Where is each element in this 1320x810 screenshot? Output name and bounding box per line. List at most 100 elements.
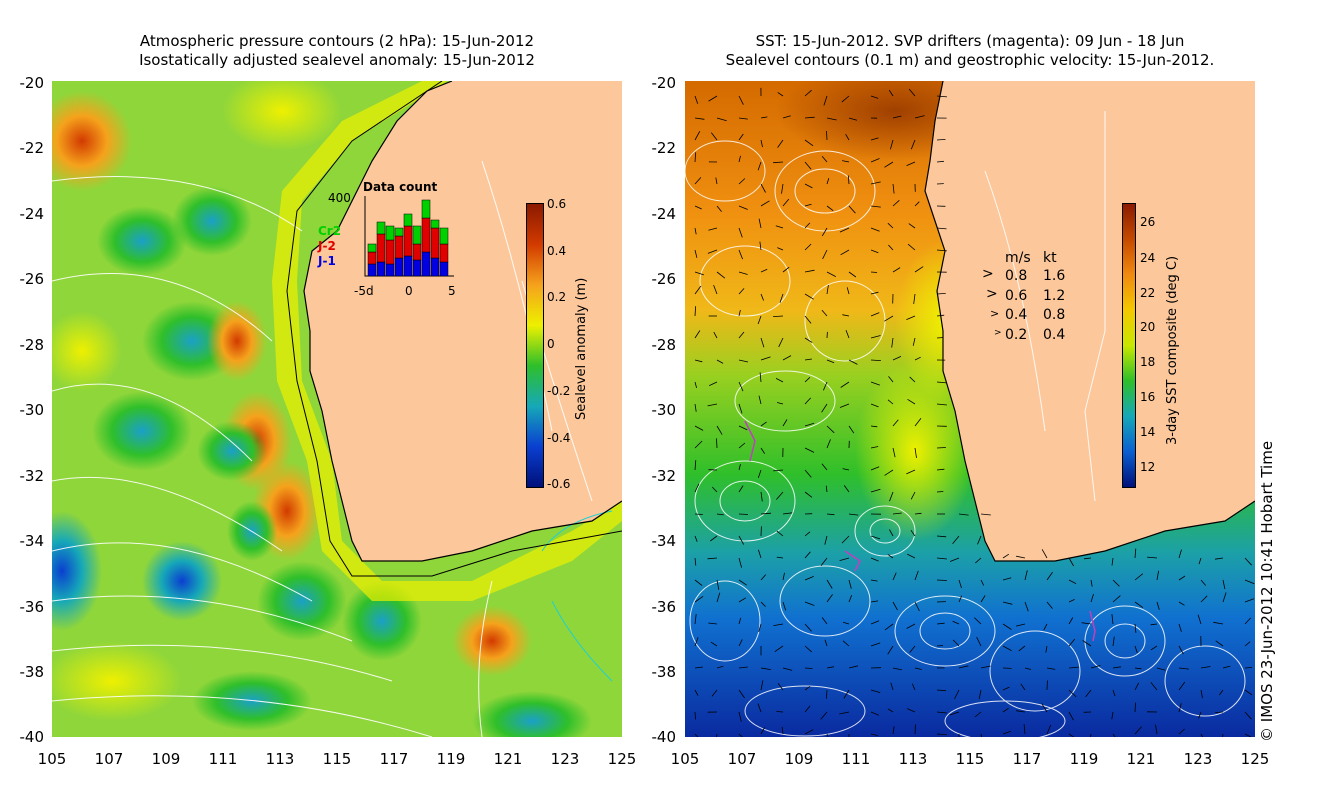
left-ytick: -22 <box>19 139 45 157</box>
inset-bar-j-1 <box>439 261 449 277</box>
left-ytick: -34 <box>19 532 45 550</box>
velocity-arrow <box>843 485 850 493</box>
velocity-arrow <box>1134 601 1144 609</box>
velocity-arrow <box>1244 641 1251 647</box>
velocity-arrow <box>839 557 850 561</box>
velocity-arrow <box>1150 682 1158 691</box>
velocity-arrow <box>738 155 741 163</box>
velocity-arrow <box>804 491 813 498</box>
velocity-arrow <box>738 309 741 317</box>
inset-legend-cr2: Cr2 <box>318 224 342 238</box>
velocity-arrow <box>912 337 916 346</box>
inset-xtick: 0 <box>405 284 413 298</box>
velocity-legend-ms: 0.8 <box>1005 268 1028 284</box>
velocity-arrow <box>1178 703 1182 713</box>
velocity-arrow <box>974 711 982 718</box>
velocity-arrow <box>738 381 744 392</box>
velocity-arrow <box>738 331 745 339</box>
velocity-arrow <box>694 711 696 720</box>
velocity-arrow <box>738 227 743 238</box>
velocity-arrow <box>821 155 828 163</box>
velocity-arrow <box>1244 598 1255 603</box>
inset-legend-j2: J-2 <box>318 239 336 253</box>
velocity-arrow <box>1090 579 1093 587</box>
right-xtick: 119 <box>1069 750 1099 768</box>
velocity-arrow <box>980 733 983 737</box>
velocity-arrow <box>1222 579 1226 590</box>
velocity-arrow <box>870 535 881 540</box>
velocity-arrow <box>1002 601 1013 605</box>
velocity-arrow <box>1068 711 1074 721</box>
velocity-arrow <box>1090 665 1101 669</box>
velocity-arrow <box>694 666 703 669</box>
right-xtick: 105 <box>670 750 700 768</box>
velocity-arrow <box>1222 733 1224 737</box>
right-cbar-tick: 12 <box>1140 460 1156 474</box>
velocity-arrow <box>826 439 831 449</box>
velocity-arrow <box>911 683 916 691</box>
velocity-arrow <box>936 227 947 230</box>
velocity-arrow <box>777 139 784 148</box>
velocity-arrow <box>958 579 962 589</box>
velocity-arrow <box>936 579 947 581</box>
inset-bar-j-1 <box>430 257 440 277</box>
velocity-arrow <box>914 570 919 581</box>
velocity-arrow <box>908 88 916 97</box>
velocity-arrow <box>848 579 852 589</box>
right-ytick: -30 <box>651 401 677 419</box>
velocity-arrow <box>906 469 916 475</box>
velocity-arrow <box>804 531 811 537</box>
velocity-arrow <box>1068 666 1079 669</box>
velocity-arrow <box>1200 689 1203 699</box>
velocity-arrow <box>716 513 724 516</box>
velocity-arrow <box>820 557 828 566</box>
inset-bar-cr2 <box>394 227 404 237</box>
velocity-arrow <box>694 733 699 737</box>
velocity-arrow <box>782 266 790 273</box>
velocity-arrow <box>1200 579 1207 586</box>
velocity-arrow <box>759 241 762 251</box>
velocity-arrow <box>716 665 724 669</box>
velocity-arrow <box>694 117 705 120</box>
velocity-arrow <box>694 381 697 389</box>
velocity-arrow <box>782 419 788 427</box>
velocity-arrow <box>775 225 784 229</box>
right-ytick: -26 <box>651 270 677 288</box>
velocity-arrow <box>694 152 697 163</box>
right-colorbar-label: 3-day SST composite (deg C) <box>1165 255 1180 445</box>
right-ytick: -20 <box>651 74 677 92</box>
inset-bar-cr2 <box>412 225 422 245</box>
velocity-arrow <box>710 535 718 542</box>
velocity-arrow <box>914 512 922 515</box>
velocity-arrow <box>936 535 947 538</box>
velocity-arrow <box>694 483 700 493</box>
left-ytick: -20 <box>19 74 45 92</box>
velocity-arrow <box>1198 711 1202 719</box>
inset-xtick: -5d <box>354 284 374 298</box>
velocity-arrow <box>1018 645 1026 652</box>
velocity-arrow <box>1081 622 1092 625</box>
velocity-arrow <box>738 425 748 431</box>
velocity-arrow <box>870 271 878 273</box>
velocity-arrow <box>1244 689 1253 696</box>
copyright-text: © IMOS 23-Jun-2012 10:41 Hobart Time <box>1258 440 1276 742</box>
velocity-arrow <box>1178 681 1186 691</box>
velocity-arrow <box>910 139 916 150</box>
velocity-arrow <box>804 469 812 478</box>
velocity-arrow <box>1041 703 1048 713</box>
velocity-arrow <box>845 330 850 339</box>
velocity-arrow <box>892 356 902 361</box>
inset-bar-cr2 <box>376 221 386 235</box>
velocity-arrow <box>1046 724 1052 735</box>
velocity-arrow <box>707 403 718 407</box>
velocity-arrow <box>820 711 828 720</box>
velocity-arrow <box>710 132 718 141</box>
inset-bar-j-1 <box>385 263 395 277</box>
velocity-arrow <box>694 403 697 412</box>
velocity-arrow <box>1024 667 1032 670</box>
velocity-arrow <box>840 249 850 256</box>
velocity-arrow <box>804 293 814 300</box>
velocity-arrow <box>804 89 812 97</box>
velocity-arrow <box>936 689 947 692</box>
velocity-arrow <box>757 469 762 479</box>
